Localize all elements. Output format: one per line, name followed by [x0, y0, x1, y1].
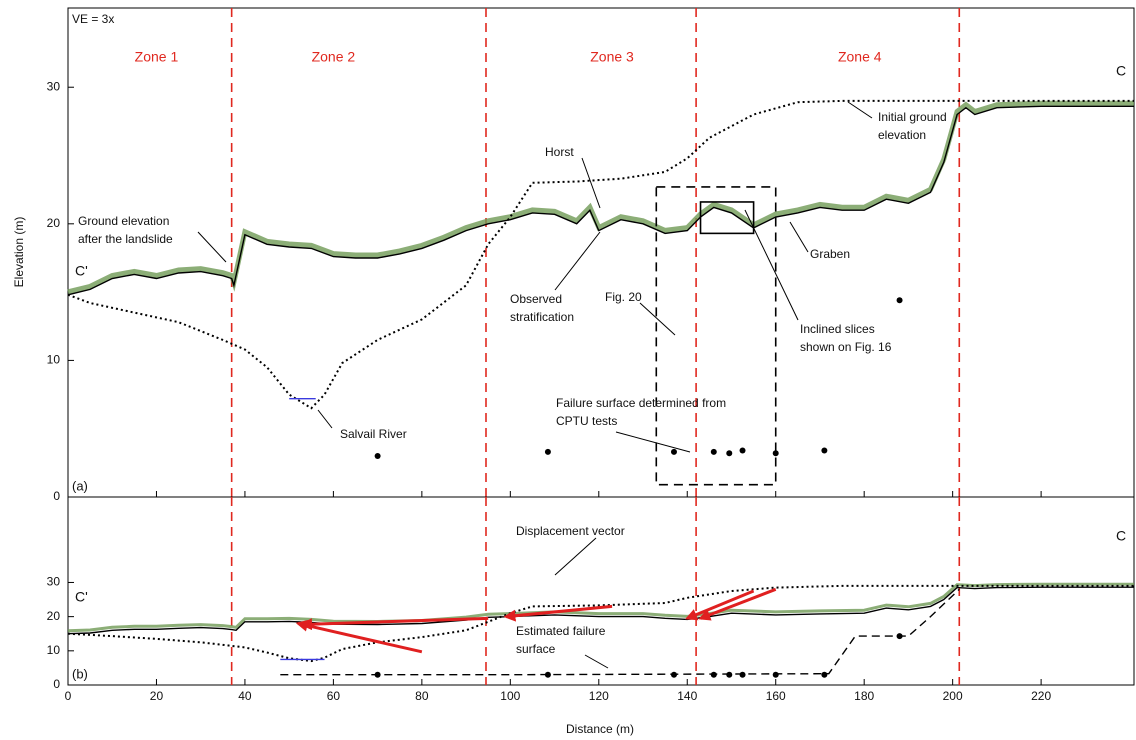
leader-line: [585, 655, 608, 668]
leader-line: [790, 222, 808, 252]
annotation: Graben: [810, 247, 850, 261]
cptu-point: [671, 672, 677, 678]
section-end-label: C': [75, 589, 88, 605]
section-end-label: C': [75, 263, 88, 279]
cptu-point: [711, 449, 717, 455]
cptu-point: [545, 449, 551, 455]
zone-label: Zone 4: [838, 49, 882, 65]
x-tick-label: 220: [1031, 689, 1051, 703]
x-tick-label: 180: [854, 689, 874, 703]
cptu-point: [821, 448, 827, 454]
cptu-point: [711, 672, 717, 678]
cptu-point: [375, 672, 381, 678]
panel-label: (a): [72, 478, 88, 493]
cptu-point: [545, 672, 551, 678]
section-end-label: C: [1116, 63, 1126, 79]
zone-label: Zone 3: [590, 49, 634, 65]
y-tick-label: 30: [47, 575, 61, 589]
cptu-point: [821, 672, 827, 678]
panel: 0 10 20 30 0 20 40 60 80 100 120 140 160 180 200 220 Dis…: [47, 497, 1134, 703]
y-tick-label: 30: [47, 79, 61, 93]
x-tick-label: 140: [677, 689, 697, 703]
cptu-point: [740, 448, 746, 454]
cptu-point: [726, 672, 732, 678]
leader-line: [198, 232, 226, 262]
leader-line: [848, 102, 872, 118]
x-tick-label: 20: [150, 689, 164, 703]
annotation: stratification: [510, 310, 574, 324]
y-tick-label: 0: [53, 489, 60, 503]
annotation: after the landslide: [78, 232, 173, 246]
annotation: Initial ground: [878, 110, 947, 124]
profile-line: [68, 106, 1134, 294]
annotation: Estimated failure: [516, 624, 606, 638]
annotation: Failure surface determined from: [556, 396, 726, 410]
vegetation: [68, 103, 1134, 291]
cptu-point: [726, 450, 732, 456]
x-axis-title: Distance (m): [566, 722, 634, 736]
section-end-label: C: [1116, 528, 1126, 544]
annotation: Horst: [545, 145, 574, 159]
leader-line: [616, 432, 690, 452]
annotation: elevation: [878, 128, 926, 142]
cptu-point: [897, 633, 903, 639]
y-tick-label: 20: [47, 609, 61, 623]
y-tick-label: 10: [47, 643, 61, 657]
leader-line: [745, 210, 798, 320]
y-tick-label: 20: [47, 216, 61, 230]
cptu-point: [740, 672, 746, 678]
cptu-point: [375, 453, 381, 459]
annotation: Displacement vector: [516, 524, 625, 538]
profile-line: [68, 101, 1134, 408]
leader-line: [555, 538, 596, 575]
x-tick-label: 0: [65, 689, 72, 703]
annotation: CPTU tests: [556, 414, 617, 428]
y-tick-label: 10: [47, 353, 61, 367]
displacement-vector: [298, 623, 422, 651]
zone-label: Zone 1: [135, 49, 179, 65]
figure: Elevation (m) Distance (m) 0 10 20 30 Zone 1…: [0, 0, 1136, 740]
leader-line: [640, 303, 675, 335]
x-tick-label: 160: [766, 689, 786, 703]
cptu-point: [897, 297, 903, 303]
x-tick-label: 200: [943, 689, 963, 703]
annotation: surface: [516, 642, 556, 656]
leader-line: [318, 410, 332, 428]
x-tick-label: 80: [415, 689, 429, 703]
y-axis-title: Elevation (m): [12, 217, 26, 288]
profile-line: [280, 589, 959, 674]
annotation: Ground elevation: [78, 214, 169, 228]
annotation: shown on Fig. 16: [800, 340, 892, 354]
panel: 0 10 20 30 Zone 1 Zone 2 Zone 3 Zone 4 Ground el…: [47, 8, 1134, 503]
zone-label: Zone 2: [312, 49, 356, 65]
panel-label: (b): [72, 666, 88, 681]
cptu-point: [671, 449, 677, 455]
note: VE = 3x: [72, 12, 114, 26]
x-tick-label: 40: [238, 689, 252, 703]
annotation: Fig. 20: [605, 290, 642, 304]
annotation: Observed: [510, 292, 562, 306]
cptu-point: [773, 672, 779, 678]
annotation: Inclined slices: [800, 322, 875, 336]
x-tick-label: 100: [500, 689, 520, 703]
leader-line: [582, 158, 600, 208]
annotation: Salvail River: [340, 427, 407, 441]
leader-line: [555, 232, 600, 290]
x-tick-label: 120: [589, 689, 609, 703]
x-tick-label: 60: [327, 689, 341, 703]
y-tick-label: 0: [53, 677, 60, 691]
